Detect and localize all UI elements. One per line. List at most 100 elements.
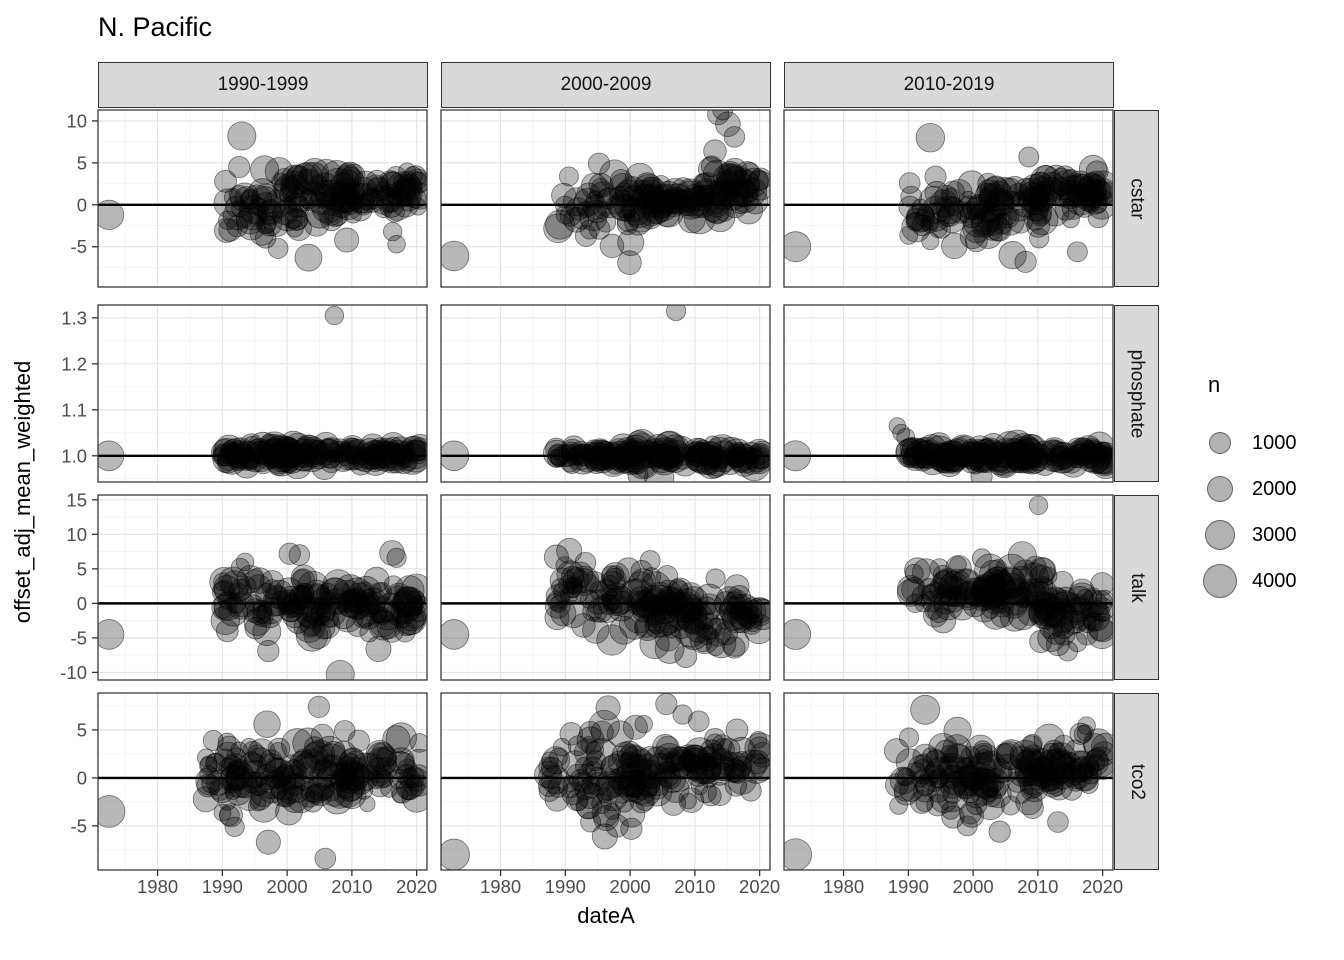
x-tick-label: 2020 [396,876,437,897]
x-tick-label: 2010 [1017,876,1058,897]
panel-cstar-2010-2019 [783,109,1114,288]
legend-circle-icon [1204,519,1236,551]
panel-gridlines [784,495,1113,680]
panel-points [98,540,427,680]
panel-cstar-2000-2009 [440,109,771,288]
y-tick-label: 1.0 [61,445,87,466]
y-tick-label: -5 [71,236,87,257]
panel-talk-2010-2019 [783,494,1114,681]
x-tick-label: 1980 [137,876,178,897]
facet-strip-label: 1990-1999 [217,74,309,95]
y-tick-label: 5 [77,152,87,173]
panel-points [784,495,1113,662]
y-tick-label: 5 [77,558,87,579]
plot-title: N. Pacific [98,12,213,42]
panel-tco2-1990-1999 [97,692,428,871]
panel-border [440,304,771,483]
legend-label: 4000 [1252,569,1297,592]
panel-cstar-1990-1999 [97,109,428,288]
x-tick-label: 1990 [545,876,586,897]
panel-points [441,305,770,482]
panel-phosphate-2000-2009 [440,304,771,483]
panel-border [440,494,771,681]
y-tick-label: -5 [71,815,87,836]
y-tick-label: 10 [66,110,87,131]
panel-talk-2000-2009 [440,494,771,681]
legend-key [1198,519,1242,551]
panel-points [784,122,1113,273]
y-tick-label: 10 [66,524,87,545]
x-tick-label: 2020 [1082,876,1123,897]
y-tick-label: 5 [77,719,87,740]
facet-strip-1990-1999: 1990-1999 [98,62,428,108]
x-tick-label: 2000 [267,876,308,897]
legend-title: n [1208,372,1221,397]
panel-border [440,692,771,871]
x-axis-title: dateA [577,903,635,928]
panel-border [440,109,771,288]
y-axis-title: offset_adj_mean_weighted [10,360,35,624]
y-tick-label: 15 [66,489,87,510]
panel-points [784,417,1113,482]
panel-border [97,109,428,288]
x-tick-label: 1980 [823,876,864,897]
legend-key [1198,475,1242,503]
x-tick-label: 1990 [202,876,243,897]
legend-item: 2000 [1198,466,1338,512]
y-tick-label: 1.1 [61,399,87,420]
x-tick-label: 2000 [953,876,994,897]
legend-key [1198,431,1242,454]
facet-strip-2000-2009: 2000-2009 [441,62,771,108]
panel-phosphate-2010-2019 [783,304,1114,483]
x-tick-label: 2010 [331,876,372,897]
facet-strip-label: talk [1126,572,1148,603]
y-tick-label: 0 [77,593,87,614]
legend-key [1198,563,1242,599]
panel-border [783,109,1114,288]
y-tick-label: 1.3 [61,307,87,328]
y-tick-label: 1.2 [61,353,87,374]
panel-points [98,305,427,480]
y-tick-label: -5 [71,627,87,648]
panel-tco2-2010-2019 [783,692,1114,871]
panel-tco2-2000-2009 [440,692,771,871]
legend-circle-icon [1208,431,1231,454]
legend-label: 1000 [1252,431,1297,454]
facet-strip-phosphate: phosphate [1114,305,1159,482]
legend-item: 3000 [1198,512,1338,558]
panel-points [98,121,427,272]
facet-strip-label: phosphate [1126,349,1148,438]
y-tick-label: 0 [77,767,87,788]
x-tick-label: 1990 [888,876,929,897]
facet-strip-talk: talk [1114,495,1159,680]
facet-strip-label: 2000-2009 [560,74,652,95]
x-tick-label: 1980 [480,876,521,897]
size-legend: n 1000 2000 3000 4000 [1198,372,1338,604]
facet-strip-label: cstar [1126,177,1148,220]
panel-border [783,494,1114,681]
x-tick-label: 2000 [610,876,651,897]
x-tick-label: 2010 [674,876,715,897]
legend-item: 4000 [1198,558,1338,604]
panel-points [441,110,770,275]
panel-points [441,537,770,668]
panel-points [784,694,1113,870]
facet-strip-label: tco2 [1126,763,1148,800]
facet-strip-label: 2010-2019 [903,74,995,95]
panel-border [97,692,428,871]
legend-label: 3000 [1252,523,1297,546]
panel-points [98,695,427,870]
panel-talk-1990-1999 [97,494,428,681]
legend-circle-icon [1202,563,1238,599]
panel-border [783,304,1114,483]
facet-strip-tco2: tco2 [1114,693,1159,870]
panel-phosphate-1990-1999 [97,304,428,483]
legend-item: 1000 [1198,420,1338,466]
panel-border [97,304,428,483]
x-axis: 1980 1990 2000 2010 2020 1980 1990 2000 2010 2020… [137,870,1123,897]
legend-circle-icon [1206,475,1234,503]
legend-label: 2000 [1252,477,1297,500]
x-tick-label: 2020 [739,876,780,897]
